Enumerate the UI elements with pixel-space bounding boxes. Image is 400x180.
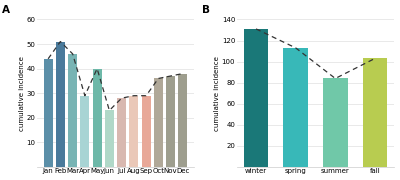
Bar [142,96,150,167]
Bar [323,78,348,167]
Bar [68,54,77,167]
Bar [93,69,102,167]
Bar [154,78,163,167]
Bar [166,76,175,167]
Bar [105,111,114,167]
Y-axis label: cumulative incidence: cumulative incidence [214,56,220,131]
Bar [117,98,126,167]
Text: B: B [202,5,210,15]
Y-axis label: cumulative incidence: cumulative incidence [19,56,25,131]
Text: A: A [2,5,10,15]
Bar [80,96,89,167]
Bar [244,29,268,167]
Bar [56,42,65,167]
Bar [363,58,387,167]
Bar [178,74,187,167]
Bar [283,48,308,167]
Bar [44,59,52,167]
Bar [130,96,138,167]
